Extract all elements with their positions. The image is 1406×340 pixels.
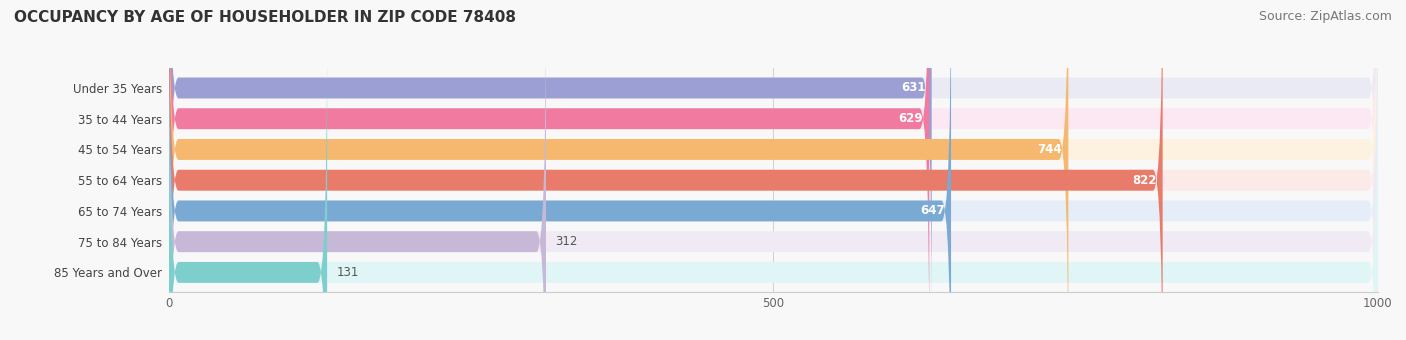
FancyBboxPatch shape xyxy=(169,6,546,340)
FancyBboxPatch shape xyxy=(169,0,1378,340)
Text: 629: 629 xyxy=(898,112,924,125)
Text: 312: 312 xyxy=(555,235,578,248)
FancyBboxPatch shape xyxy=(169,0,929,340)
Text: 631: 631 xyxy=(901,82,925,95)
Text: Source: ZipAtlas.com: Source: ZipAtlas.com xyxy=(1258,10,1392,23)
FancyBboxPatch shape xyxy=(169,37,1378,340)
Text: OCCUPANCY BY AGE OF HOUSEHOLDER IN ZIP CODE 78408: OCCUPANCY BY AGE OF HOUSEHOLDER IN ZIP C… xyxy=(14,10,516,25)
Text: 744: 744 xyxy=(1038,143,1063,156)
Text: 131: 131 xyxy=(337,266,359,279)
FancyBboxPatch shape xyxy=(169,37,328,340)
FancyBboxPatch shape xyxy=(169,0,1163,340)
FancyBboxPatch shape xyxy=(169,0,1378,340)
FancyBboxPatch shape xyxy=(169,0,1378,323)
FancyBboxPatch shape xyxy=(169,0,1378,340)
Text: 647: 647 xyxy=(921,204,945,218)
FancyBboxPatch shape xyxy=(169,0,1069,340)
FancyBboxPatch shape xyxy=(169,0,1378,340)
FancyBboxPatch shape xyxy=(169,0,932,323)
FancyBboxPatch shape xyxy=(169,6,1378,340)
FancyBboxPatch shape xyxy=(169,0,950,340)
Text: 822: 822 xyxy=(1132,174,1157,187)
